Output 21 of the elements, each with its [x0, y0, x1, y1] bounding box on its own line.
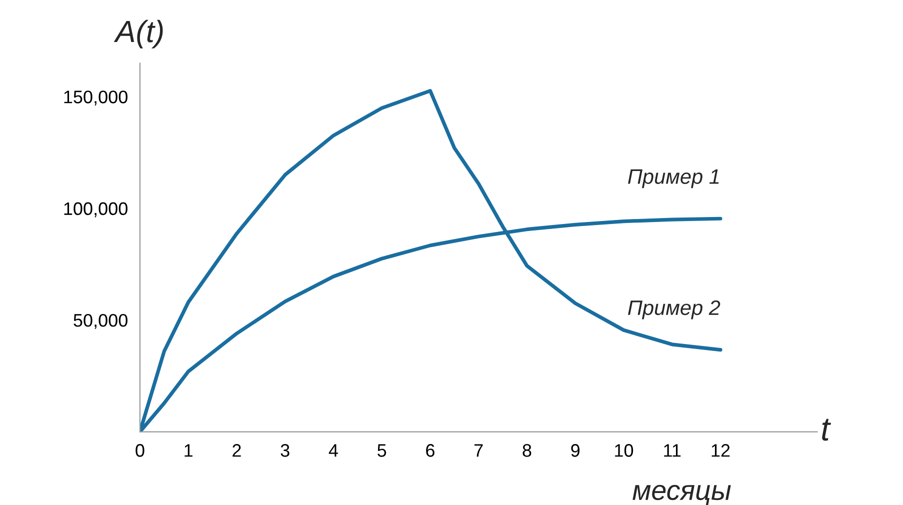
y-tick-label: 100,000 — [64, 202, 128, 218]
text: месяцы — [632, 484, 731, 505]
series-label: Пример 2 — [628, 300, 720, 320]
y-axis-title: A(t) — [114, 20, 163, 48]
x-tick-label: 0 — [136, 444, 144, 457]
x-tick-label: 6 — [426, 444, 434, 457]
x-tick-label: 7 — [474, 444, 483, 457]
y-tick-label: 150,000 — [64, 90, 128, 106]
x-tick-label: 12 — [712, 444, 730, 457]
x-axis-title: t — [822, 418, 832, 441]
x-tick-label: 1 — [184, 444, 192, 457]
y-tick-label: 50,000 — [74, 314, 128, 329]
x-tick-label: 10 — [615, 444, 634, 457]
x-tick-label: 3 — [280, 444, 290, 457]
x-tick-label: 2 — [232, 444, 241, 457]
series-label: Пример 1 — [628, 169, 719, 188]
x-tick-label: 11 — [664, 444, 681, 457]
x-tick-label: 9 — [571, 444, 580, 457]
x-tick-label: 4 — [328, 444, 338, 457]
x-tick-label: 5 — [378, 444, 386, 457]
x-tick-label: 8 — [522, 444, 532, 457]
